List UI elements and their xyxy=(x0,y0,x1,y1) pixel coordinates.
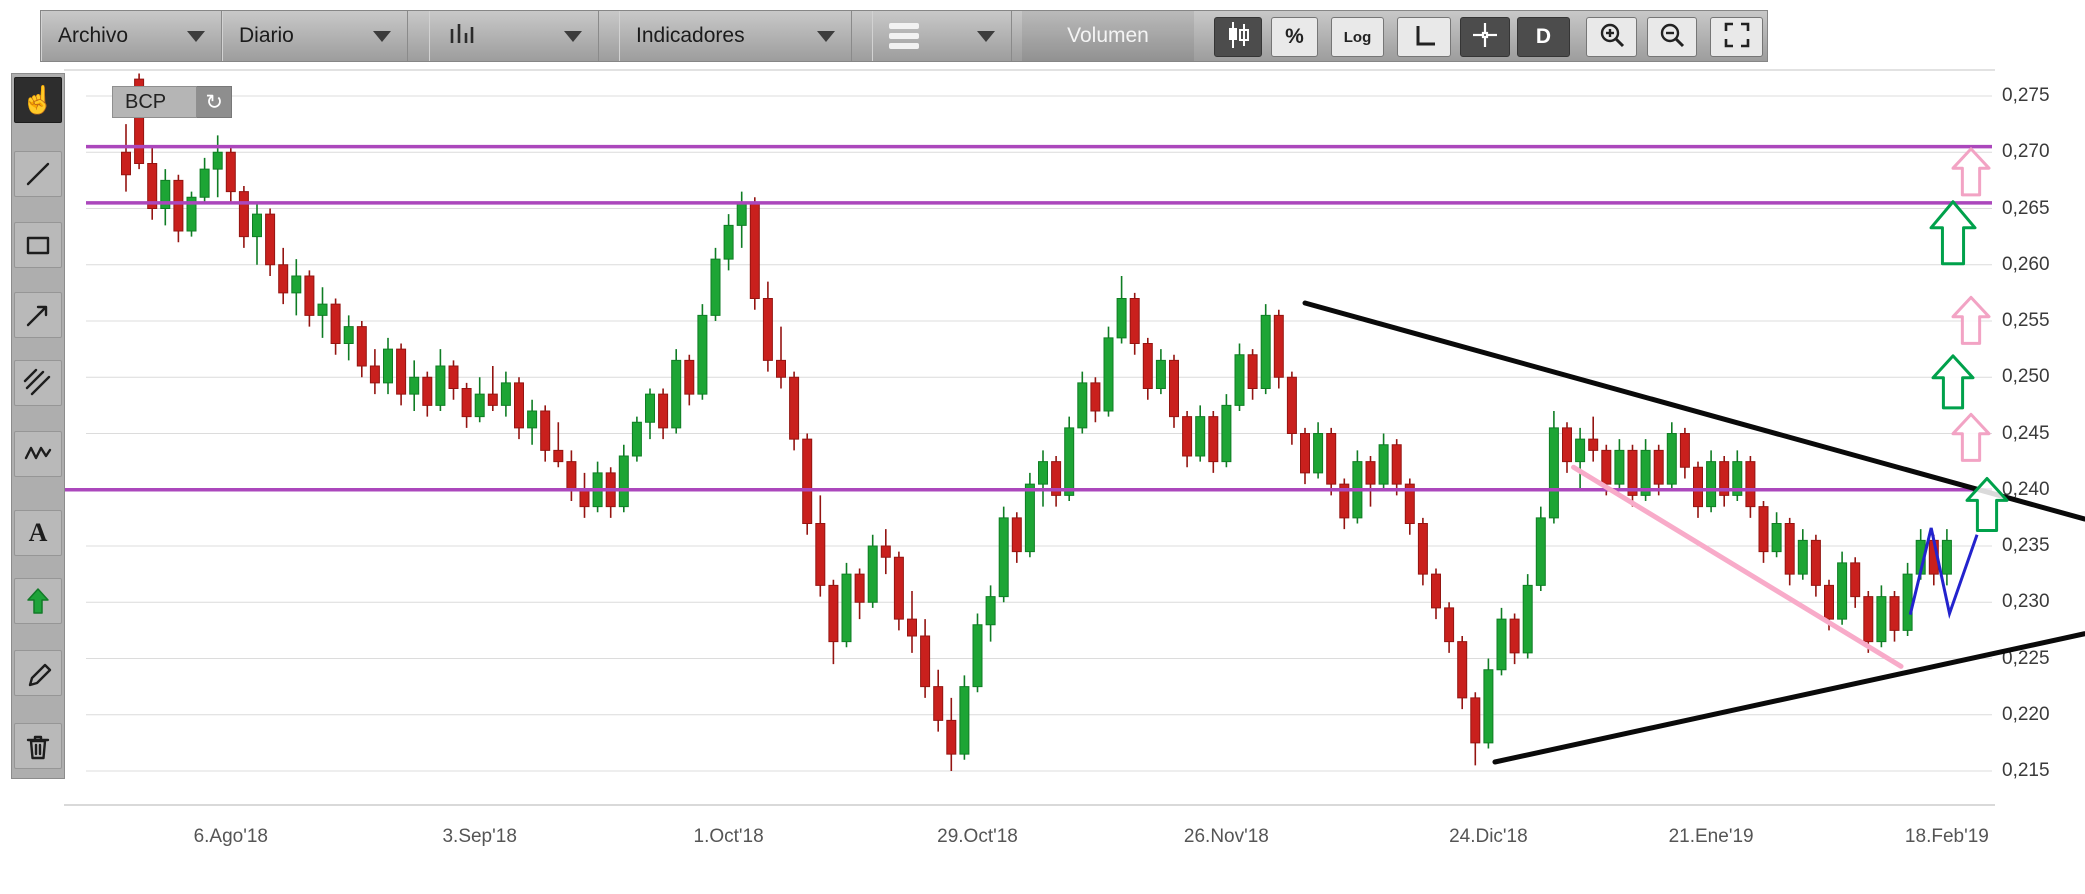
chart-type-dropdown[interactable] xyxy=(429,11,599,61)
up-arrow-marker[interactable] xyxy=(1951,147,1991,197)
parallel-lines-tool[interactable] xyxy=(14,360,62,406)
candlestick-style-button[interactable] xyxy=(1214,17,1262,57)
y-axis-label: 0,220 xyxy=(2002,703,2050,725)
crosshair-icon xyxy=(1470,20,1500,55)
hand-cursor-icon: ☝ xyxy=(21,84,55,115)
y-axis-label: 0,215 xyxy=(2002,760,2050,781)
wedge-lower-trendline[interactable] xyxy=(1492,631,2085,765)
grid-lines xyxy=(64,69,1995,806)
trash-tool[interactable] xyxy=(14,723,62,769)
pen-icon xyxy=(28,663,52,687)
x-axis-label: 6.Ago'18 xyxy=(193,826,269,847)
zoom-in-button[interactable] xyxy=(1586,17,1637,57)
parallel-lines-icon xyxy=(23,368,51,396)
x-axis-label: 24.Dic'18 xyxy=(1449,826,1528,847)
fullscreen-button[interactable] xyxy=(1710,17,1763,57)
indicators-label: Indicadores xyxy=(636,24,745,47)
line-icon xyxy=(26,162,50,186)
rectangle-icon xyxy=(26,236,50,255)
x-axis-label: 29.Oct'18 xyxy=(937,826,1018,847)
x-axis-label: 26.Nov'18 xyxy=(1183,826,1269,847)
trash-icon xyxy=(26,735,50,760)
x-axis-label: 3.Sep'18 xyxy=(442,826,517,847)
timeframe-label: Diario xyxy=(239,24,294,47)
hand-tool[interactable]: ☝ xyxy=(14,77,62,123)
zigzag-icon xyxy=(24,446,52,460)
symbol-badge: BCP ↻ xyxy=(112,86,233,118)
y-axis-label: 0,250 xyxy=(2002,366,2050,388)
percent-scale-button[interactable]: % xyxy=(1271,17,1318,57)
file-menu-dropdown[interactable]: Archivo xyxy=(41,11,222,61)
line-tool[interactable] xyxy=(14,151,62,197)
up-arrow-marker[interactable] xyxy=(1951,295,1991,345)
candlestick-icon xyxy=(1223,19,1253,56)
arrow-marker-tool[interactable] xyxy=(14,578,62,624)
y-axis-label: 0,255 xyxy=(2002,310,2050,331)
x-axis-label: 21.Ene'19 xyxy=(1668,826,1754,847)
signal-arrows xyxy=(1929,147,2009,532)
x-axis-label: 1.Oct'18 xyxy=(693,826,764,847)
candlestick-series xyxy=(121,73,1952,771)
fullscreen-icon xyxy=(1722,20,1752,55)
layout-dropdown[interactable] xyxy=(872,11,1012,61)
top-toolbar: Archivo Diario Indicadores Volumen xyxy=(40,10,1768,62)
up-arrow-marker[interactable] xyxy=(1965,477,2009,532)
percent-label: % xyxy=(1285,25,1304,48)
interval-label: D xyxy=(1535,25,1552,48)
chevron-down-icon xyxy=(817,30,835,42)
y-axis-label: 0,275 xyxy=(2002,85,2050,106)
zoom-in-icon xyxy=(1597,20,1627,55)
up-arrow-marker[interactable] xyxy=(1931,354,1975,410)
refresh-icon: ↻ xyxy=(205,90,223,114)
zigzag-annotation[interactable] xyxy=(1908,527,1979,620)
layout-rows-icon xyxy=(889,23,919,49)
up-arrow-marker[interactable] xyxy=(1929,200,1977,266)
trend-arrow-tool[interactable] xyxy=(14,292,62,338)
y-axis-label: 0,270 xyxy=(2002,141,2050,163)
linear-scale-icon xyxy=(1409,20,1439,55)
chart-type-icon xyxy=(446,19,476,54)
up-arrow-marker[interactable] xyxy=(1951,412,1991,462)
x-axis-label: 18.Feb'19 xyxy=(1904,826,1989,847)
drawing-overlays xyxy=(40,144,2085,765)
rectangle-tool[interactable] xyxy=(14,222,62,268)
chevron-down-icon xyxy=(977,30,995,42)
indicators-dropdown[interactable]: Indicadores xyxy=(619,11,852,61)
y-axis-label: 0,245 xyxy=(2002,422,2050,444)
daily-interval-button[interactable]: D xyxy=(1517,17,1570,57)
zoom-out-button[interactable] xyxy=(1647,17,1697,57)
refresh-button[interactable]: ↻ xyxy=(197,86,233,118)
pen-tool[interactable] xyxy=(14,650,62,696)
y-axis-label: 0,235 xyxy=(2002,535,2050,556)
chevron-down-icon xyxy=(564,30,582,42)
green-arrow-icon xyxy=(27,588,49,614)
y-axis-label: 0,240 xyxy=(2002,478,2050,500)
chevron-down-icon xyxy=(187,30,205,42)
crosshair-button[interactable] xyxy=(1460,17,1510,57)
linear-scale-button[interactable] xyxy=(1397,17,1451,57)
y-axis-label: 0,265 xyxy=(2002,197,2050,219)
ticker-label: BCP xyxy=(112,86,198,118)
pink-trendline[interactable] xyxy=(1571,464,1904,669)
y-axis-label: 0,230 xyxy=(2002,591,2050,613)
volume-button[interactable]: Volumen xyxy=(1022,11,1194,61)
drawing-toolbar: ☝ A xyxy=(11,73,65,779)
wedge-upper-trendline[interactable] xyxy=(1302,300,2085,522)
chevron-down-icon xyxy=(373,30,391,42)
log-label: Log xyxy=(1343,28,1372,46)
volume-label: Volumen xyxy=(1067,24,1149,47)
zigzag-tool[interactable] xyxy=(14,431,62,477)
y-axis-label: 0,260 xyxy=(2002,253,2050,275)
text-tool[interactable]: A xyxy=(14,510,62,556)
zoom-out-icon xyxy=(1657,20,1687,55)
trend-arrow-icon xyxy=(26,305,48,327)
file-menu-label: Archivo xyxy=(58,24,129,47)
text-icon: A xyxy=(28,518,48,547)
y-axis-label: 0,225 xyxy=(2002,647,2050,669)
log-scale-button[interactable]: Log xyxy=(1331,17,1384,57)
timeframe-dropdown[interactable]: Diario xyxy=(222,11,408,61)
